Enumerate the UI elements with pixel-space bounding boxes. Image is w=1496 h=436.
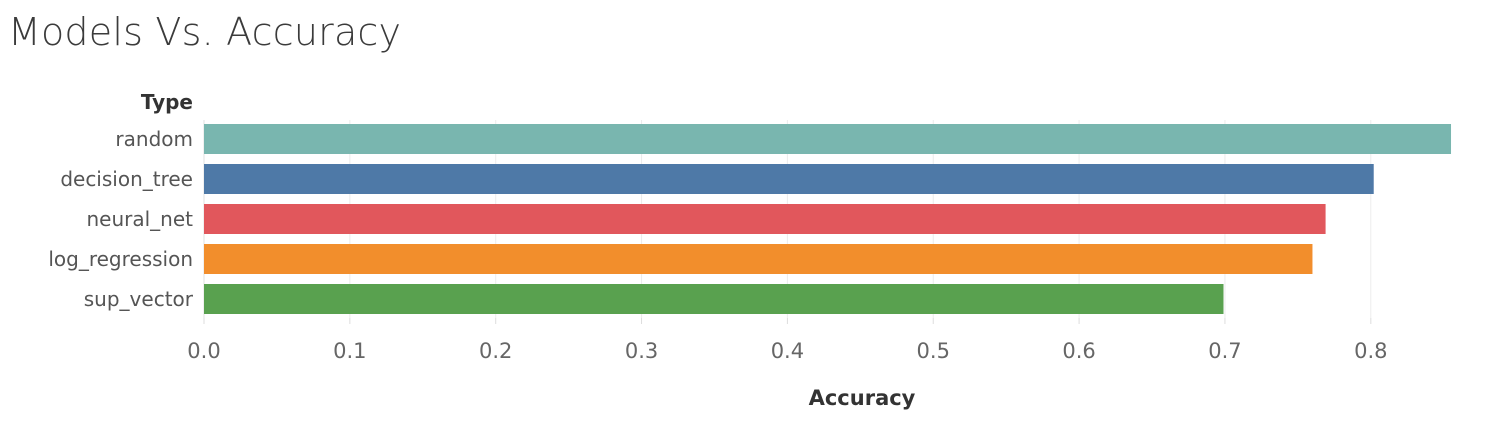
category-label: random [115, 127, 193, 151]
x-tick-label: 0.2 [479, 339, 512, 363]
x-tick-label: 0.0 [187, 339, 220, 363]
bar-decision-tree [204, 164, 1374, 194]
bar-random [204, 124, 1452, 154]
x-axis: 0.0 0.1 0.2 0.3 0.4 0.5 0.6 0.7 0.8 [187, 318, 1388, 363]
x-axis-title: Accuracy [809, 386, 916, 410]
category-label: log_regression [48, 247, 193, 271]
bar-log-regression [204, 244, 1313, 274]
category-header: Type [141, 90, 193, 114]
x-tick-label: 0.1 [333, 339, 366, 363]
x-tick-label: 0.5 [917, 339, 950, 363]
x-tick-label: 0.3 [625, 339, 658, 363]
category-label: sup_vector [84, 287, 194, 311]
x-tick-label: 0.7 [1208, 339, 1241, 363]
bars [204, 124, 1452, 314]
x-tick-label: 0.6 [1062, 339, 1095, 363]
x-tick-label: 0.8 [1354, 339, 1387, 363]
category-label: neural_net [86, 207, 193, 231]
chart-title: Models Vs. Accuracy [8, 10, 402, 54]
bar-sup-vector [204, 284, 1224, 314]
category-label: decision_tree [60, 167, 193, 191]
bar-neural-net [204, 204, 1326, 234]
x-tick-label: 0.4 [771, 339, 804, 363]
category-labels: random decision_tree neural_net log_regress… [48, 127, 193, 311]
